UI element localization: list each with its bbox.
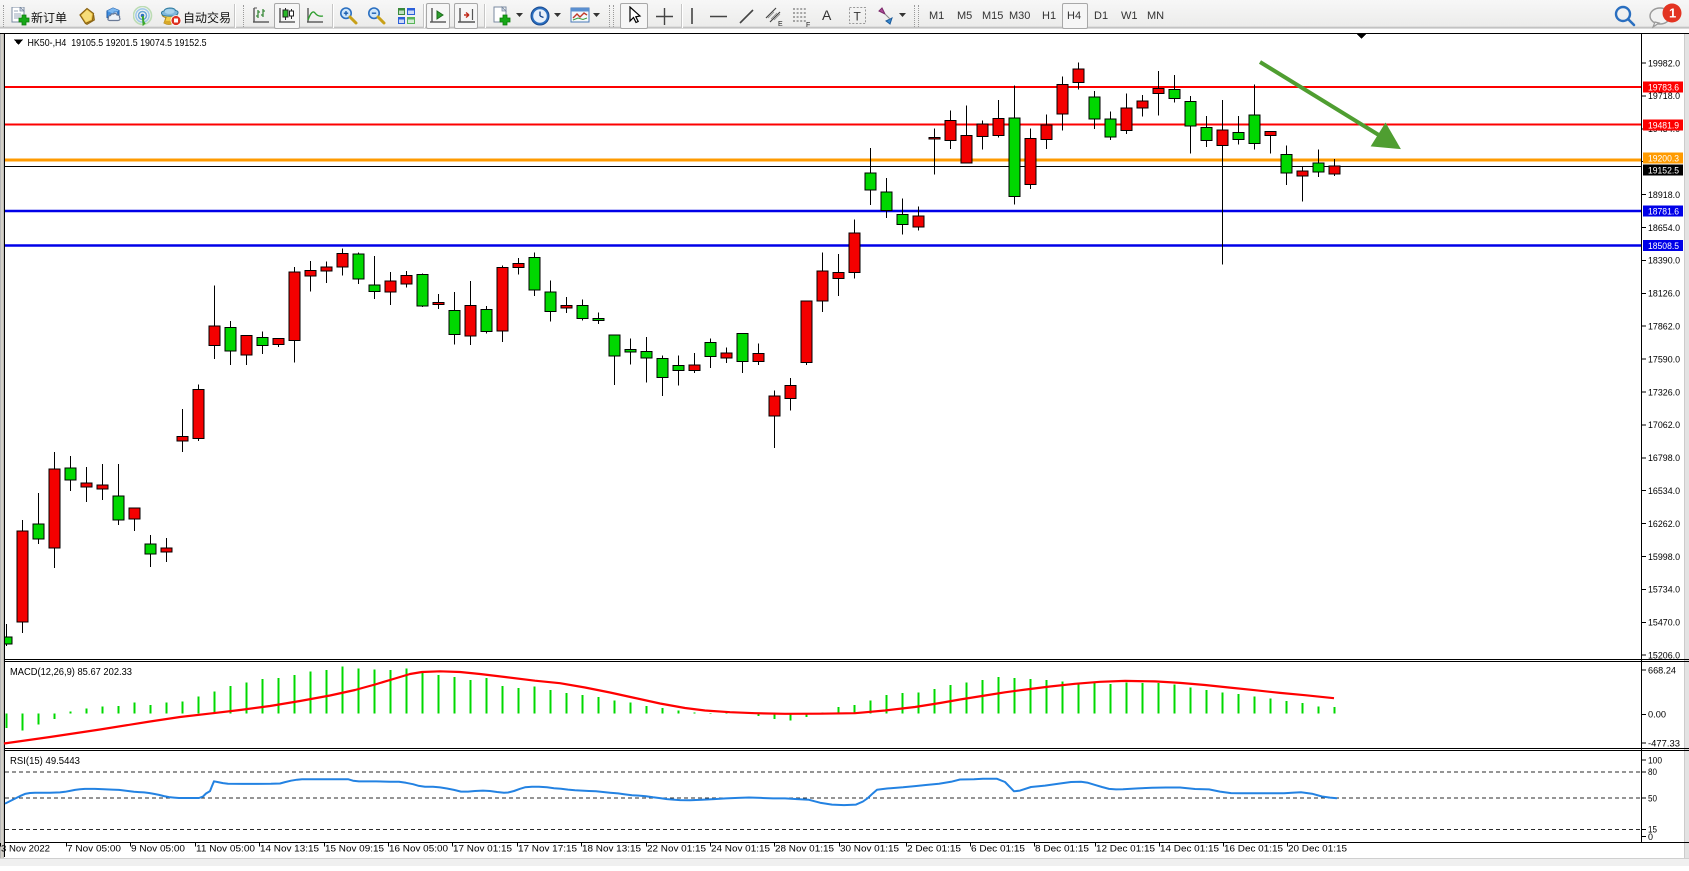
svg-text:18390.0: 18390.0 [1648,256,1680,267]
svg-text:15: 15 [1648,825,1657,836]
svg-text:0.00: 0.00 [1648,710,1666,721]
svg-text:17326.0: 17326.0 [1648,387,1680,398]
svg-text:E: E [778,21,783,28]
svg-text:F: F [806,22,810,28]
svg-text:17590.0: 17590.0 [1648,354,1680,365]
svg-text:7 Nov 05:00: 7 Nov 05:00 [67,844,121,855]
svg-text:17862.0: 17862.0 [1648,322,1680,333]
svg-text:19152.5: 19152.5 [1648,165,1679,176]
svg-text:18126.0: 18126.0 [1648,289,1680,300]
svg-text:14 Dec 01:15: 14 Dec 01:15 [1160,844,1219,855]
svg-text:18781.6: 18781.6 [1648,207,1679,218]
svg-text:16 Dec 01:15: 16 Dec 01:15 [1224,844,1283,855]
svg-text:17 Nov 17:15: 17 Nov 17:15 [518,844,577,855]
svg-text:22 Nov 01:15: 22 Nov 01:15 [647,844,706,855]
svg-text:1: 1 [1669,6,1676,21]
svg-text:15470.0: 15470.0 [1648,618,1680,629]
svg-text:100: 100 [1648,755,1662,766]
svg-text:80: 80 [1648,767,1657,778]
svg-text:15998.0: 15998.0 [1648,552,1680,563]
svg-text:6 Dec 01:15: 6 Dec 01:15 [971,844,1025,855]
svg-text:14 Nov 13:15: 14 Nov 13:15 [260,844,319,855]
svg-text:18654.0: 18654.0 [1648,223,1680,234]
svg-text:16534.0: 16534.0 [1648,486,1680,497]
svg-text:18918.0: 18918.0 [1648,190,1680,201]
svg-text:-477.33: -477.33 [1648,738,1680,749]
svg-text:16798.0: 16798.0 [1648,453,1680,464]
svg-text:17 Nov 01:15: 17 Nov 01:15 [453,844,512,855]
svg-text:12 Dec 01:15: 12 Dec 01:15 [1096,844,1155,855]
svg-text:2 Dec 01:15: 2 Dec 01:15 [907,844,961,855]
svg-text:15206.0: 15206.0 [1648,651,1680,662]
svg-text:HK50-,H4 19105.5 19201.5 1907: HK50-,H4 19105.5 19201.5 19074.5 19152.5 [28,37,207,49]
svg-text:19783.6: 19783.6 [1648,83,1679,94]
svg-text:11 Nov 05:00: 11 Nov 05:00 [196,844,255,855]
svg-text:19718.0: 19718.0 [1648,91,1680,102]
svg-text:15 Nov 09:15: 15 Nov 09:15 [325,844,384,855]
svg-text:19200.3: 19200.3 [1648,154,1679,165]
svg-text:16 Nov 05:00: 16 Nov 05:00 [389,844,448,855]
svg-text:15734.0: 15734.0 [1648,585,1680,596]
svg-text:20 Dec 01:15: 20 Dec 01:15 [1288,844,1347,855]
svg-text:50: 50 [1648,794,1657,805]
svg-text:16262.0: 16262.0 [1648,519,1680,530]
svg-text:19982.0: 19982.0 [1648,58,1680,69]
svg-text:18508.5: 18508.5 [1648,241,1679,252]
svg-text:17062.0: 17062.0 [1648,420,1680,431]
svg-text:668.24: 668.24 [1648,665,1676,676]
svg-text:28 Nov 01:15: 28 Nov 01:15 [775,844,834,855]
svg-text:9 Nov 05:00: 9 Nov 05:00 [131,844,185,855]
svg-text:8 Dec 01:15: 8 Dec 01:15 [1035,844,1089,855]
svg-text:30 Nov 01:15: 30 Nov 01:15 [840,844,899,855]
svg-text:MACD(12,26,9) 85.67 202.33: MACD(12,26,9) 85.67 202.33 [10,667,132,678]
svg-text:24 Nov 01:15: 24 Nov 01:15 [711,844,770,855]
svg-text:T: T [854,10,862,24]
svg-text:18 Nov 13:15: 18 Nov 13:15 [582,844,641,855]
svg-text:RSI(15) 49.5443: RSI(15) 49.5443 [10,756,80,767]
svg-text:3 Nov 2022: 3 Nov 2022 [1,844,50,855]
svg-text:0: 0 [1648,832,1653,843]
svg-text:19481.9: 19481.9 [1648,121,1679,132]
